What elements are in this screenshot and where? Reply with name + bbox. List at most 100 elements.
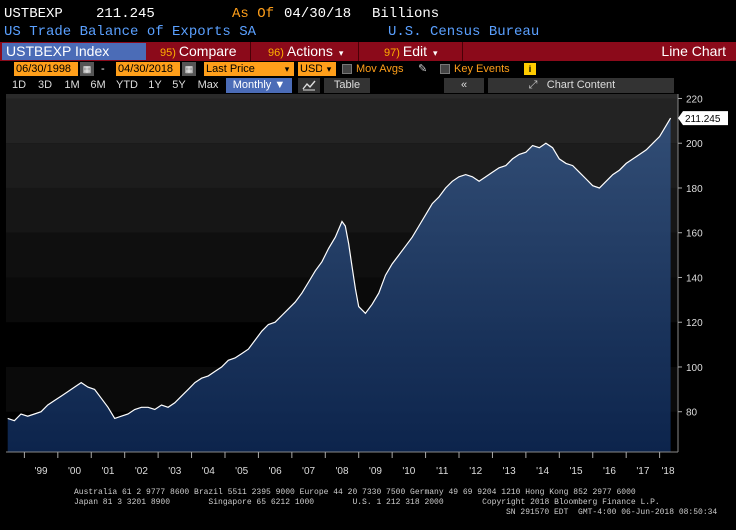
actions-label: Actions	[286, 43, 333, 59]
table-view-button[interactable]: Table	[324, 78, 370, 93]
x-axis: '99 '00 '01 '02 '03 '04 '05 '06 '07 '08 '09 '10 '11 '…	[6, 451, 678, 477]
key-events-label: Key Events	[454, 63, 510, 75]
collapse-icon[interactable]: «	[444, 78, 484, 93]
period-5y-button[interactable]: 5Y	[172, 79, 186, 91]
end-date-field[interactable]: 04/30/2018	[116, 62, 180, 76]
footer-session-info: SN 291570 EDT GMT-4:00 06-Jun-2018 08:50…	[506, 508, 718, 517]
x-tick-label: '99	[35, 466, 48, 477]
info-icon[interactable]: i	[524, 63, 536, 75]
compare-number: 95)	[160, 47, 176, 59]
chart-content-label: Chart Content	[546, 79, 616, 91]
y-tick-label: 80	[686, 408, 698, 419]
background-band	[6, 94, 678, 99]
y-tick-label: 160	[686, 229, 703, 240]
mov-avgs-checkbox[interactable]	[342, 64, 352, 74]
period-1m-button[interactable]: 1M	[64, 79, 80, 91]
expand-icon: ⤢	[528, 79, 538, 91]
x-tick-label: '00	[68, 466, 81, 477]
x-tick-label: '13	[503, 466, 516, 477]
date-range-row: 06/30/1998 ▦ - 04/30/2018 ▦ Last Price ▾…	[0, 62, 736, 76]
y-tick-label: 120	[686, 318, 703, 329]
currency-select[interactable]: USD	[298, 62, 324, 76]
x-tick-label: '11	[436, 466, 449, 477]
compare-button[interactable]: 95) Compare	[160, 42, 237, 61]
y-tick-label: 100	[686, 363, 703, 374]
x-tick-label: '12	[469, 466, 482, 477]
y-tick-label: 140	[686, 273, 703, 284]
chevron-down-icon[interactable]: ▾	[322, 62, 336, 76]
compare-label: Compare	[178, 43, 237, 59]
x-tick-label: '08	[335, 466, 348, 477]
pencil-icon[interactable]: ✎	[418, 63, 428, 75]
x-tick-label: '15	[570, 466, 583, 477]
chevron-down-icon: ▾	[433, 48, 438, 58]
start-date-field[interactable]: 06/30/1998	[14, 62, 78, 76]
y-axis: 80 100 120 140 160 180 200 220 211.245	[677, 94, 728, 452]
source-label: U.S. Census Bureau	[388, 24, 540, 40]
function-toolbar: USTBEXP Index 95) Compare 96) Actions ▾ 97)…	[0, 42, 736, 61]
actions-number: 96)	[268, 47, 284, 59]
chevron-down-icon: ▼	[274, 79, 286, 91]
edit-number: 97)	[384, 47, 400, 59]
x-tick-label: '01	[101, 466, 114, 477]
price-field-select[interactable]: Last Price	[204, 62, 280, 76]
security-description: US Trade Balance of Exports SA	[4, 24, 257, 40]
calendar-icon[interactable]: ▦	[182, 62, 196, 76]
area-series	[7, 117, 672, 452]
line-chart[interactable]: '99 '00 '01 '02 '03 '04 '05 '06 '07 '08 '09 '10 '11 '…	[0, 94, 736, 484]
chart-content-button[interactable]: Chart Content	[488, 78, 674, 93]
last-value: 211.245	[96, 6, 155, 22]
key-events-checkbox[interactable]	[440, 64, 450, 74]
x-tick-label: '14	[536, 466, 549, 477]
footer-contacts-line1: Australia 61 2 9777 8600 Brazil 5511 239…	[74, 488, 636, 497]
actions-button[interactable]: 96) Actions ▾	[268, 42, 343, 61]
x-tick-label: '18	[661, 466, 674, 477]
period-3d-button[interactable]: 3D	[37, 79, 53, 91]
area-fill	[7, 118, 671, 452]
description-header: US Trade Balance of Exports SA U.S. Cens…	[4, 24, 539, 42]
as-of-date: 04/30/18	[284, 6, 352, 22]
x-tick-label: '09	[369, 466, 382, 477]
last-value-flag	[678, 111, 728, 126]
series-line	[7, 117, 672, 422]
last-value-label: 211.245	[685, 114, 721, 125]
security-field[interactable]: USTBEXP Index	[2, 43, 146, 60]
period-ytd-button[interactable]: YTD	[116, 79, 138, 91]
x-tick-label: '16	[603, 466, 616, 477]
x-tick-label: '06	[269, 466, 282, 477]
period-row: 1D 3D 1M 6M YTD 1Y 5Y Max Monthly ▼ Tabl…	[0, 78, 736, 93]
toolbar-divider	[358, 42, 359, 61]
x-tick-label: '05	[235, 466, 248, 477]
frequency-select[interactable]: Monthly ▼	[226, 78, 292, 93]
frequency-label: Monthly	[232, 79, 272, 91]
x-tick-label: '07	[302, 466, 315, 477]
x-tick-label: '10	[402, 466, 415, 477]
x-tick-label: '17	[636, 466, 649, 477]
period-6m-button[interactable]: 6M	[90, 79, 106, 91]
chart-type-label[interactable]: Line Chart	[661, 43, 726, 59]
security-header: USTBEXP 211.245 As Of 04/30/18 Billions	[4, 6, 439, 24]
bloomberg-footer: Australia 61 2 9777 8600 Brazil 5511 239…	[0, 486, 736, 530]
background-band	[6, 98, 678, 144]
date-separator: -	[101, 63, 105, 75]
toolbar-divider	[462, 42, 463, 61]
y-tick-label: 180	[686, 184, 703, 195]
chevron-down-icon[interactable]: ▾	[280, 62, 294, 76]
period-1y-button[interactable]: 1Y	[148, 79, 162, 91]
x-tick-label: '04	[202, 466, 215, 477]
period-1d-button[interactable]: 1D	[11, 79, 27, 91]
chevron-down-icon: ▾	[338, 48, 344, 58]
chart-view-icon[interactable]	[298, 78, 320, 93]
footer-contacts-line2: Japan 81 3 3201 8900 Singapore 65 6212 1…	[74, 498, 660, 507]
edit-button[interactable]: 97) Edit ▾	[384, 42, 438, 61]
units-label: Billions	[372, 6, 440, 22]
as-of-label: As Of	[232, 6, 275, 22]
y-tick-label: 220	[686, 94, 703, 105]
x-tick-label: '02	[135, 466, 148, 477]
mov-avgs-label: Mov Avgs	[356, 63, 404, 75]
toolbar-divider	[250, 42, 251, 61]
x-tick-label: '03	[168, 466, 181, 477]
y-tick-label: 200	[686, 139, 703, 150]
period-max-button[interactable]: Max	[197, 79, 219, 91]
calendar-icon[interactable]: ▦	[80, 62, 94, 76]
